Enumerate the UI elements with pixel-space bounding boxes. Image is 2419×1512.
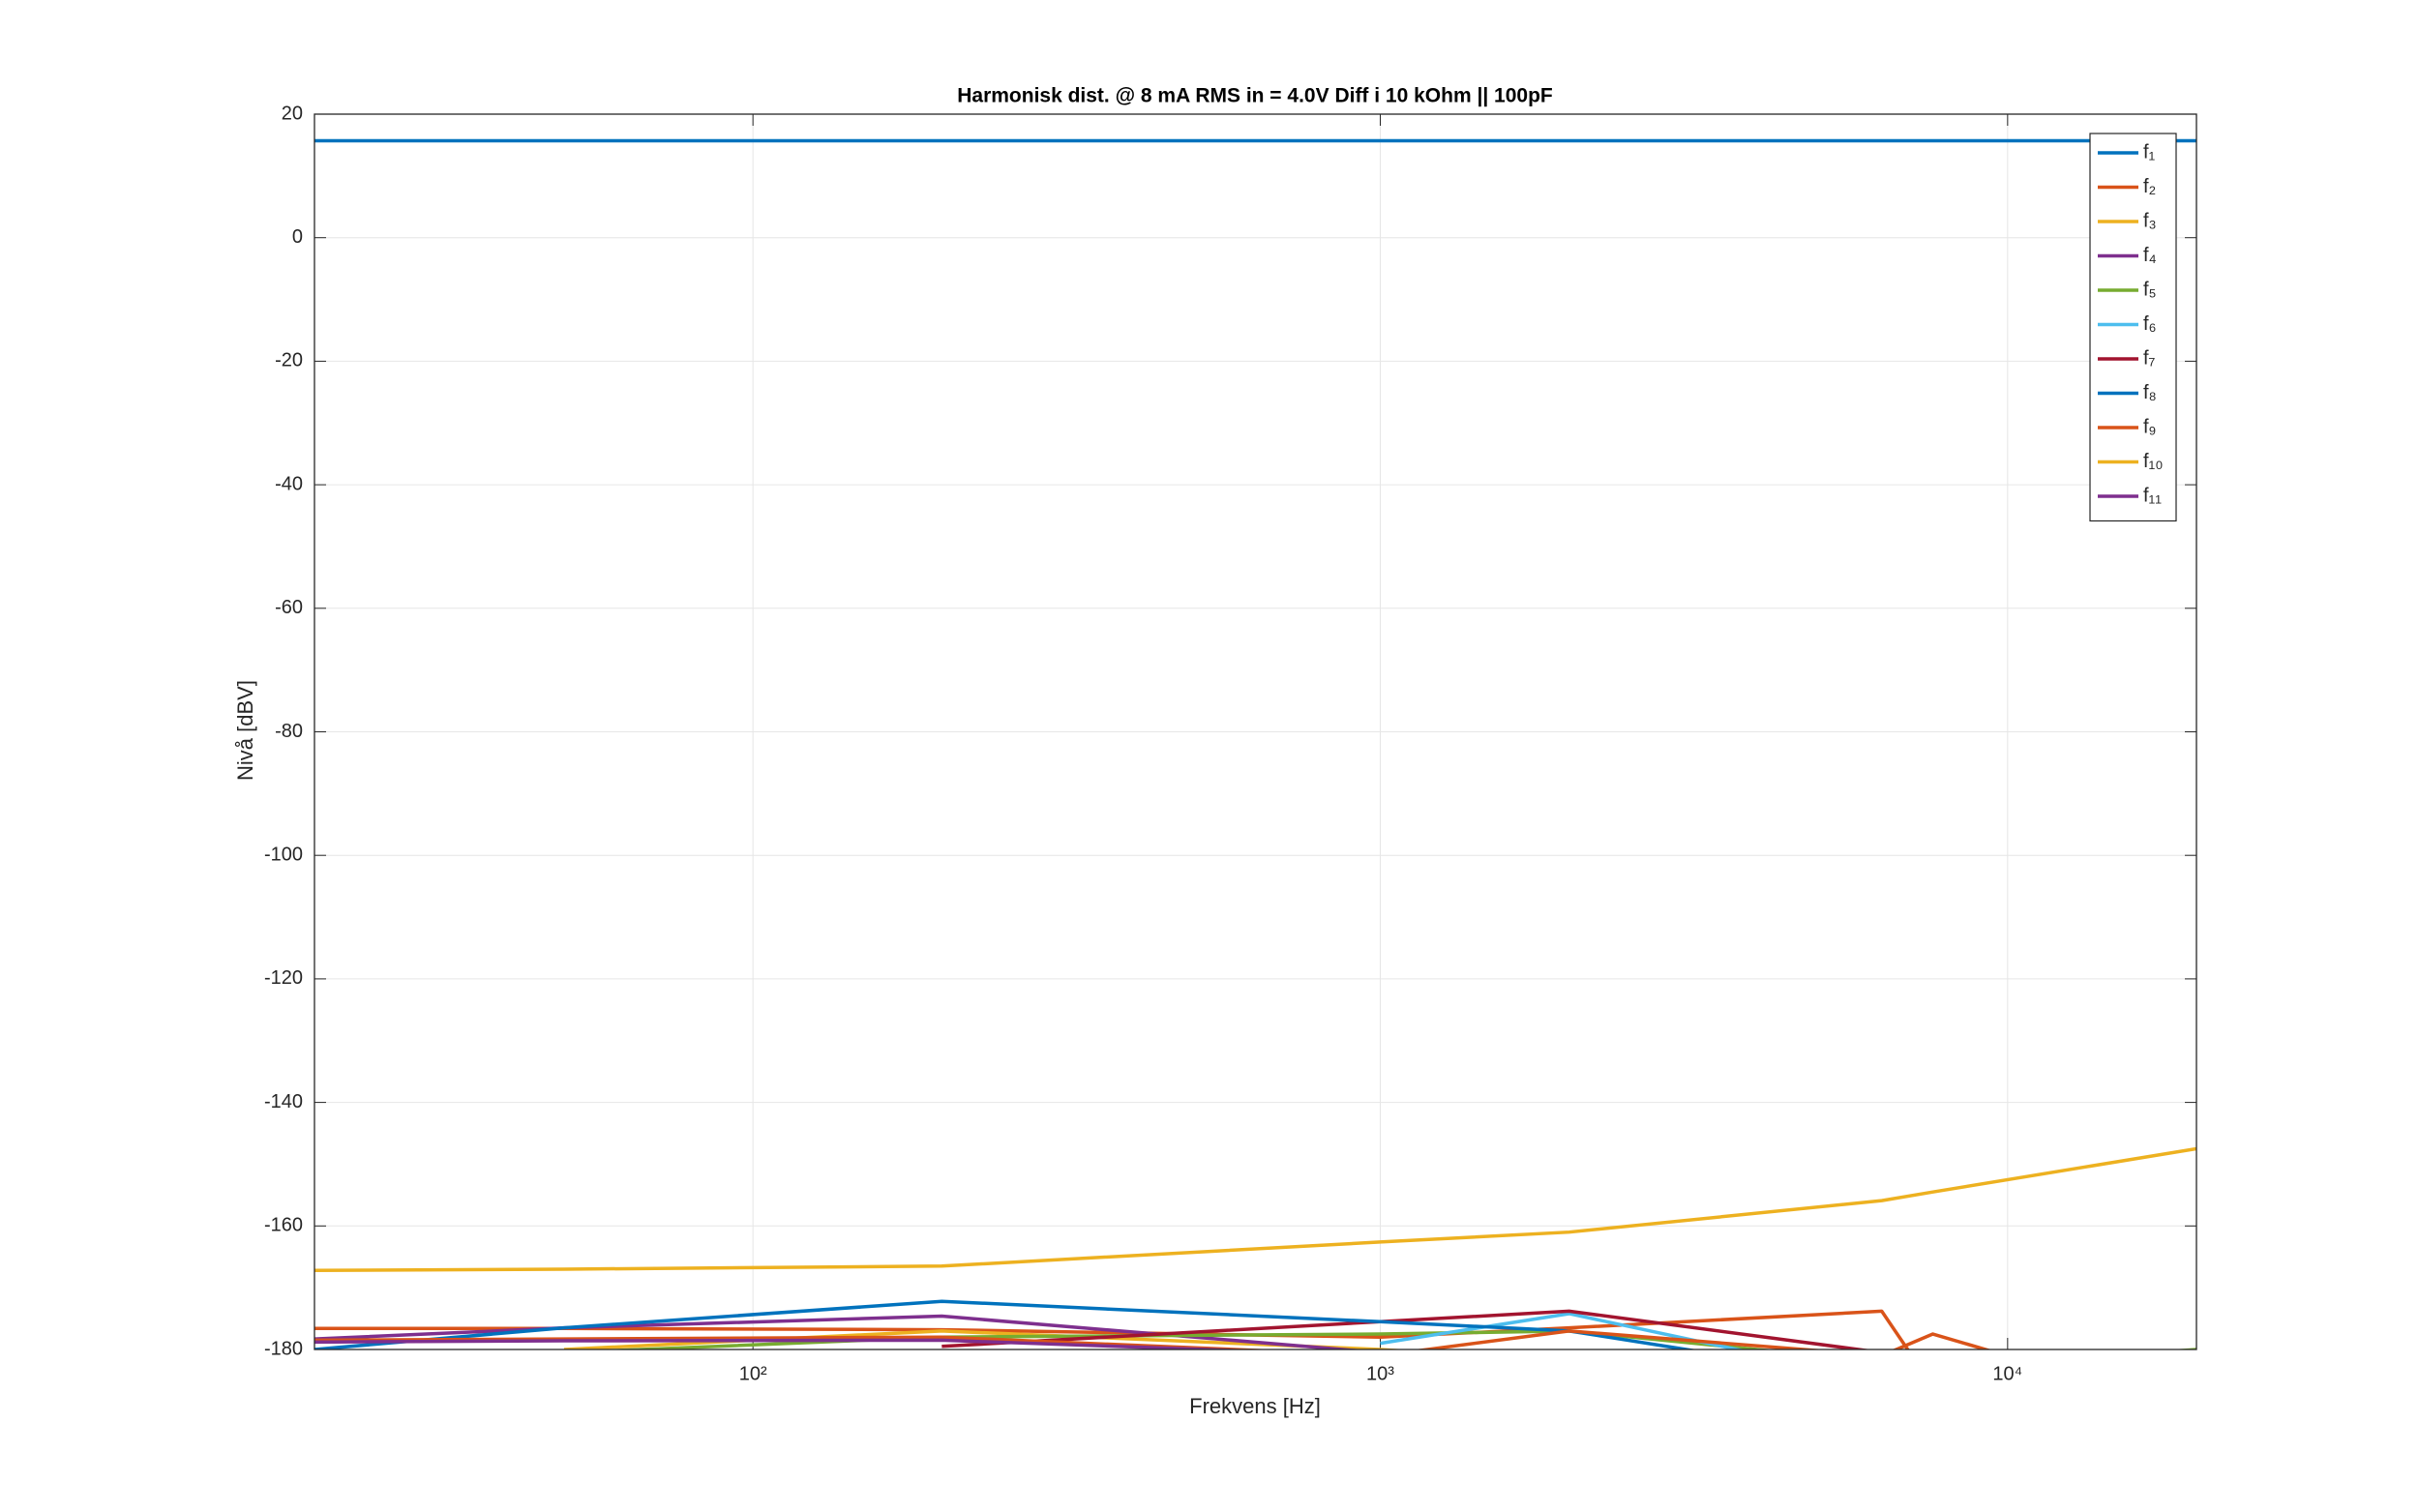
- legend-label: f₉: [2143, 416, 2157, 437]
- legend-label: f₂: [2143, 176, 2156, 197]
- chart-title: Harmonisk dist. @ 8 mA RMS in = 4.0V Dif…: [957, 85, 1553, 107]
- legend-label: f₁: [2143, 141, 2156, 163]
- legend-label: f₄: [2143, 245, 2157, 266]
- series-line: [1380, 1312, 1746, 1349]
- y-tick-label: -40: [275, 473, 303, 494]
- y-tick-label: -20: [275, 350, 303, 371]
- series-line: [314, 1146, 2196, 1273]
- axes-frame: [314, 113, 2197, 1350]
- legend-label: f₃: [2143, 210, 2157, 231]
- x-tick-label: 10³: [1366, 1363, 1394, 1384]
- x-tick-label: 10²: [739, 1363, 767, 1384]
- plot-lines: [314, 138, 2196, 1349]
- y-tick-label: -60: [275, 597, 303, 618]
- y-tick-label: -120: [264, 967, 303, 989]
- legend-label: f₈: [2143, 382, 2157, 403]
- y-tick-label: 20: [282, 103, 303, 124]
- legend-label: f₆: [2143, 313, 2157, 335]
- series-line: [941, 1309, 1871, 1349]
- legend-label: f₁₀: [2143, 451, 2164, 472]
- y-tick-label: -160: [264, 1215, 303, 1236]
- series-line: [314, 1338, 1253, 1349]
- legend-label: f₇: [2143, 347, 2156, 369]
- x-axis-label: Frekvens [Hz]: [1189, 1394, 1321, 1418]
- y-tick-label: -180: [264, 1338, 303, 1359]
- legend-label: f₅: [2143, 279, 2157, 300]
- series-line: [314, 1329, 1992, 1349]
- y-axis-label: Nivå [dBV]: [233, 680, 257, 781]
- legend-box: [2089, 133, 2177, 522]
- y-tick-label: -100: [264, 844, 303, 865]
- y-tick-label: 0: [292, 226, 303, 248]
- y-tick-label: -140: [264, 1091, 303, 1112]
- x-tick-label: 10⁴: [1992, 1363, 2022, 1384]
- series-line: [314, 1299, 1698, 1349]
- legend-label: f₁₁: [2143, 485, 2162, 506]
- y-tick-label: -80: [275, 721, 303, 742]
